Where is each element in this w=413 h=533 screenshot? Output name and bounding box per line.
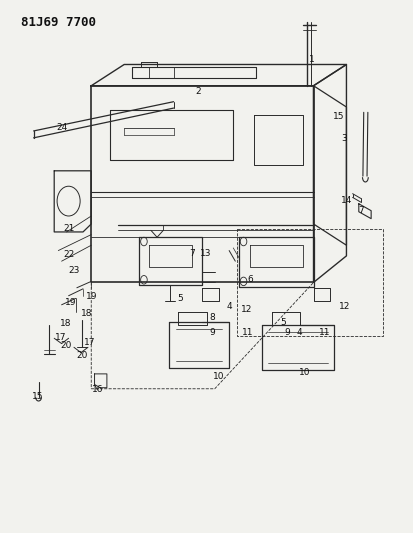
Text: 13: 13 [199, 249, 211, 258]
Text: 7: 7 [358, 206, 364, 215]
Text: 3: 3 [342, 134, 347, 143]
Text: 17: 17 [84, 338, 96, 347]
Text: 11: 11 [242, 328, 254, 337]
Text: 19: 19 [65, 297, 76, 306]
Text: 9: 9 [210, 328, 216, 337]
Text: 23: 23 [68, 266, 79, 275]
Text: 19: 19 [85, 292, 97, 301]
Text: 4: 4 [296, 328, 302, 337]
Text: 17: 17 [55, 333, 67, 342]
Text: 18: 18 [59, 319, 71, 328]
Text: 8: 8 [210, 312, 216, 321]
Text: 10: 10 [299, 368, 310, 377]
Text: 22: 22 [64, 251, 75, 260]
Text: 10: 10 [213, 372, 225, 381]
Text: 5: 5 [178, 294, 183, 303]
Text: 15: 15 [32, 392, 43, 401]
Text: 24: 24 [56, 123, 67, 132]
Text: 2: 2 [195, 86, 201, 95]
Text: 7: 7 [190, 249, 195, 258]
Text: 12: 12 [241, 304, 252, 313]
Text: 9: 9 [284, 328, 290, 337]
Text: 4: 4 [226, 302, 232, 311]
Text: 16: 16 [92, 385, 103, 394]
Text: 20: 20 [76, 351, 88, 360]
Text: 21: 21 [63, 224, 75, 233]
Text: 81J69 7700: 81J69 7700 [21, 15, 96, 29]
Text: 12: 12 [339, 302, 351, 311]
Text: 11: 11 [318, 328, 330, 337]
Text: 6: 6 [247, 275, 253, 284]
Text: 14: 14 [341, 196, 352, 205]
Text: 1: 1 [309, 55, 314, 63]
Text: 18: 18 [81, 309, 92, 318]
Text: 5: 5 [280, 318, 286, 327]
Text: 15: 15 [332, 112, 344, 121]
Text: 20: 20 [60, 341, 71, 350]
